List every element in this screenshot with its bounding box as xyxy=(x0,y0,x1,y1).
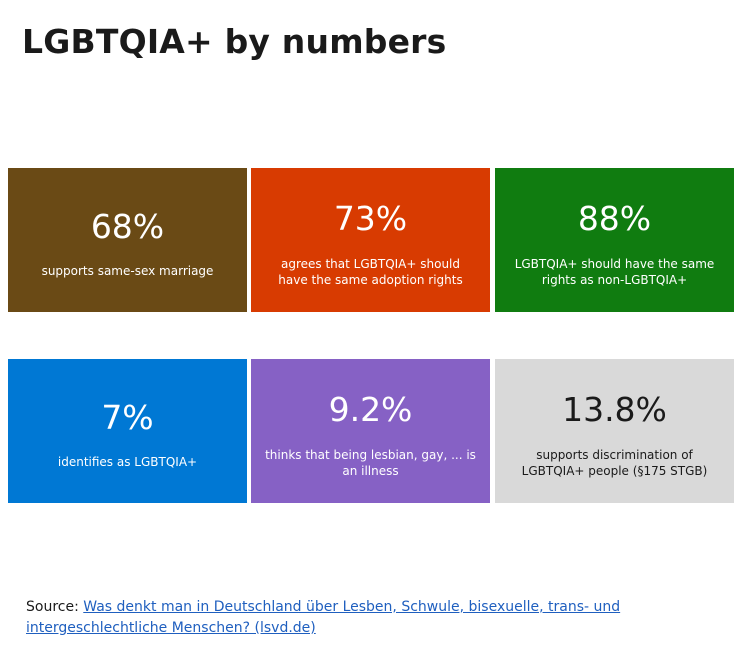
stat-value: 13.8% xyxy=(562,390,667,429)
stat-value: 88% xyxy=(577,199,652,238)
source-link[interactable]: Was denkt man in Deutschland über Lesben… xyxy=(26,599,621,636)
stat-tile-same-sex-marriage: 68% supports same-sex marriage xyxy=(8,168,247,312)
stat-value: 9.2% xyxy=(328,390,413,429)
stat-description: thinks that being lesbian, gay, ... is a… xyxy=(265,448,476,478)
stat-description: LGBTQIA+ should have the same rights as … xyxy=(514,257,715,287)
stat-tile-identifies: 7% identifies as LGBTQIA+ xyxy=(8,359,247,503)
stat-description: identifies as LGBTQIA+ xyxy=(57,455,198,469)
stat-description: supports discrimination of LGBTQIA+ peop… xyxy=(521,448,708,478)
stat-tile-discrimination: 13.8% supports discrimination of LGBTQIA… xyxy=(495,359,734,503)
stat-tile-same-rights: 88% LGBTQIA+ should have the same rights… xyxy=(495,168,734,312)
page-title: LGBTQIA+ by numbers xyxy=(22,22,447,61)
stat-value: 73% xyxy=(333,199,408,238)
stat-description: agrees that LGBTQIA+ should have the sam… xyxy=(278,257,463,287)
stat-tile-adoption-rights: 73% agrees that LGBTQIA+ should have the… xyxy=(251,168,490,312)
stat-tile-illness: 9.2% thinks that being lesbian, gay, ...… xyxy=(251,359,490,503)
source-citation: Source: Was denkt man in Deutschland übe… xyxy=(26,597,666,639)
stat-value: 68% xyxy=(90,207,165,246)
source-label: Source: xyxy=(26,599,84,615)
stat-description: supports same-sex marriage xyxy=(41,264,214,278)
stat-value: 7% xyxy=(101,398,154,437)
